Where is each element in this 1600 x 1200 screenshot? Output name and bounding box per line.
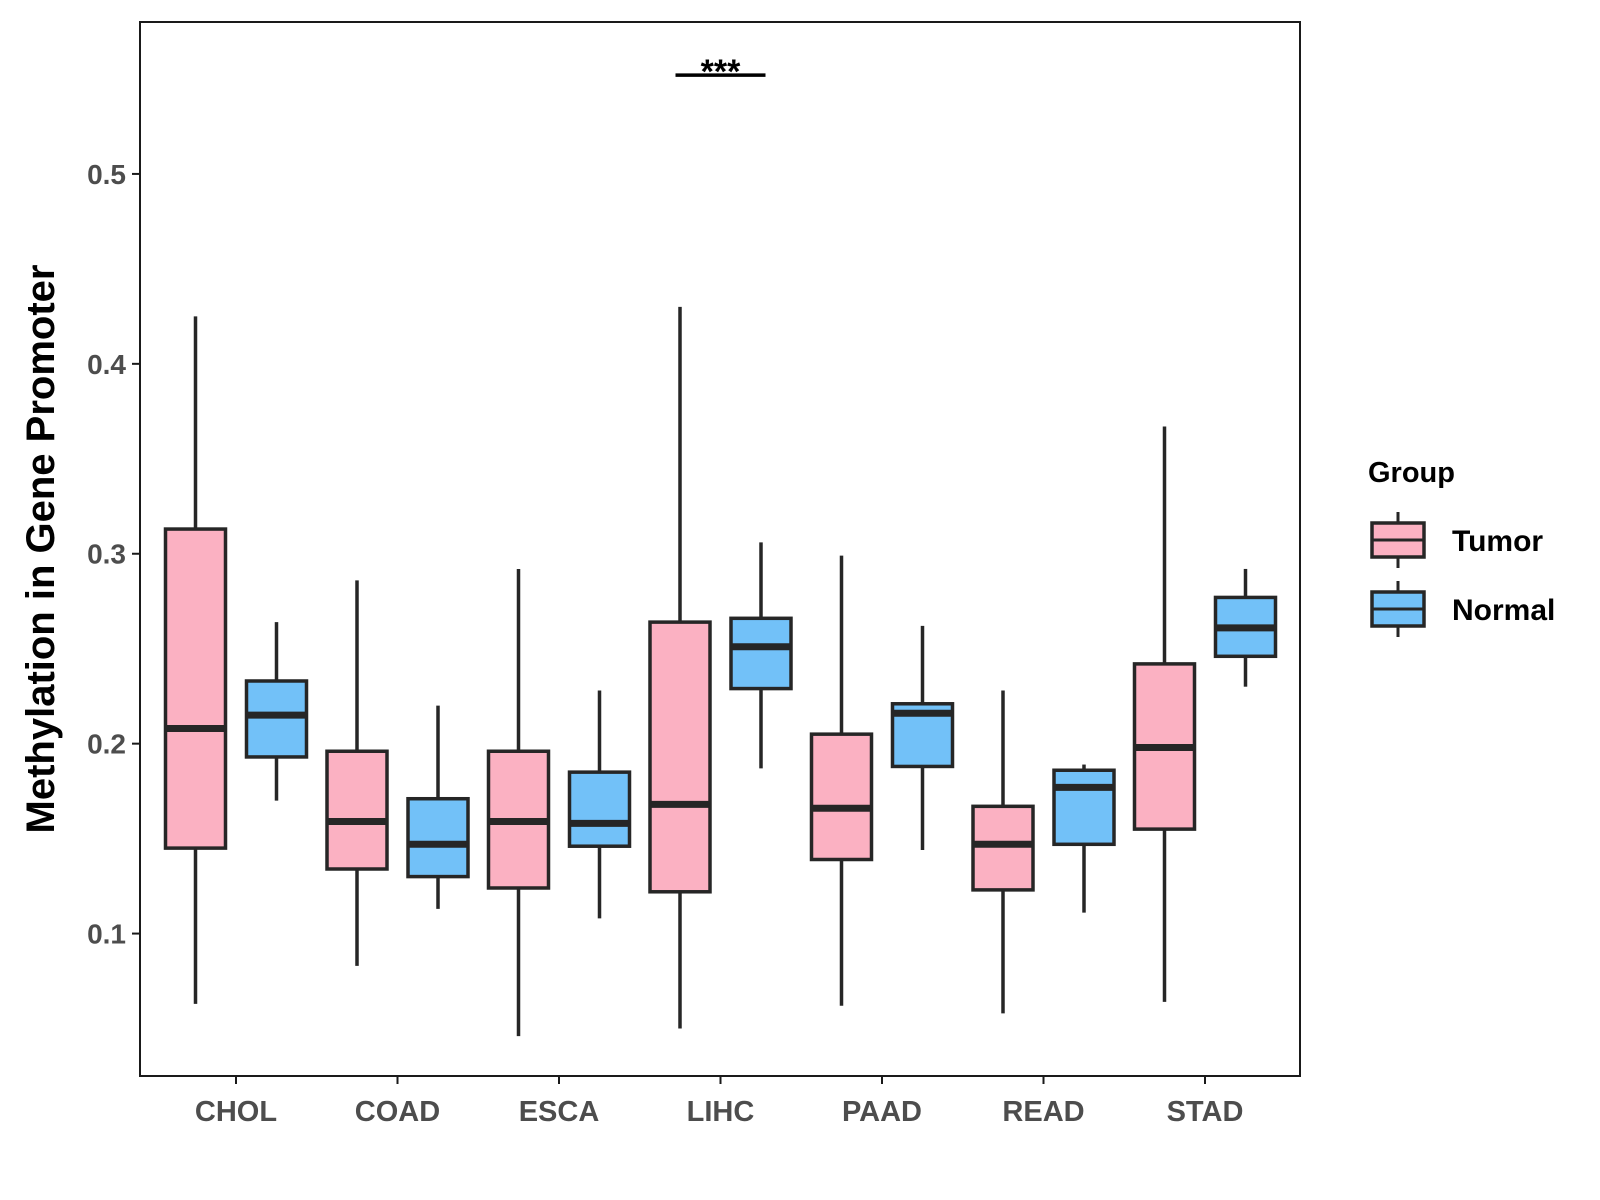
x-tick-label: PAAD <box>842 1096 922 1128</box>
tumor-chol-box <box>163 527 228 850</box>
tumor-coad-box <box>325 749 389 871</box>
normal-esca-box <box>567 770 632 848</box>
normal-coad-box <box>406 796 470 879</box>
y-tick-label: 0.3 <box>87 539 126 570</box>
normal-read-box <box>1052 768 1116 847</box>
y-tick-label: 0.1 <box>87 919 126 950</box>
y-tick-label: 0.5 <box>87 159 126 190</box>
x-tick-label: ESCA <box>519 1096 600 1128</box>
y-tick-label: 0.4 <box>87 349 126 380</box>
tumor-read-box <box>971 804 1035 892</box>
legend-label-normal: Normal <box>1452 594 1555 627</box>
x-tick-label: COAD <box>355 1096 440 1128</box>
x-tick-label: CHOL <box>195 1096 277 1128</box>
y-axis-title: Methylation in Gene Promoter <box>19 265 63 834</box>
normal-lihc-box <box>729 616 793 691</box>
significance-label: *** <box>701 53 741 91</box>
tumor-lihc-box <box>648 620 712 894</box>
tumor-paad-box <box>809 732 874 862</box>
x-tick-label: STAD <box>1167 1096 1244 1128</box>
normal-chol-box <box>244 679 309 759</box>
plot-panel-border <box>139 21 1301 1077</box>
y-tick-label: 0.2 <box>87 729 126 760</box>
legend-title: Group <box>1368 457 1455 489</box>
x-tick-label: LIHC <box>687 1096 755 1128</box>
legend-label-tumor: Tumor <box>1452 525 1543 558</box>
x-tick-label: READ <box>1002 1096 1084 1128</box>
